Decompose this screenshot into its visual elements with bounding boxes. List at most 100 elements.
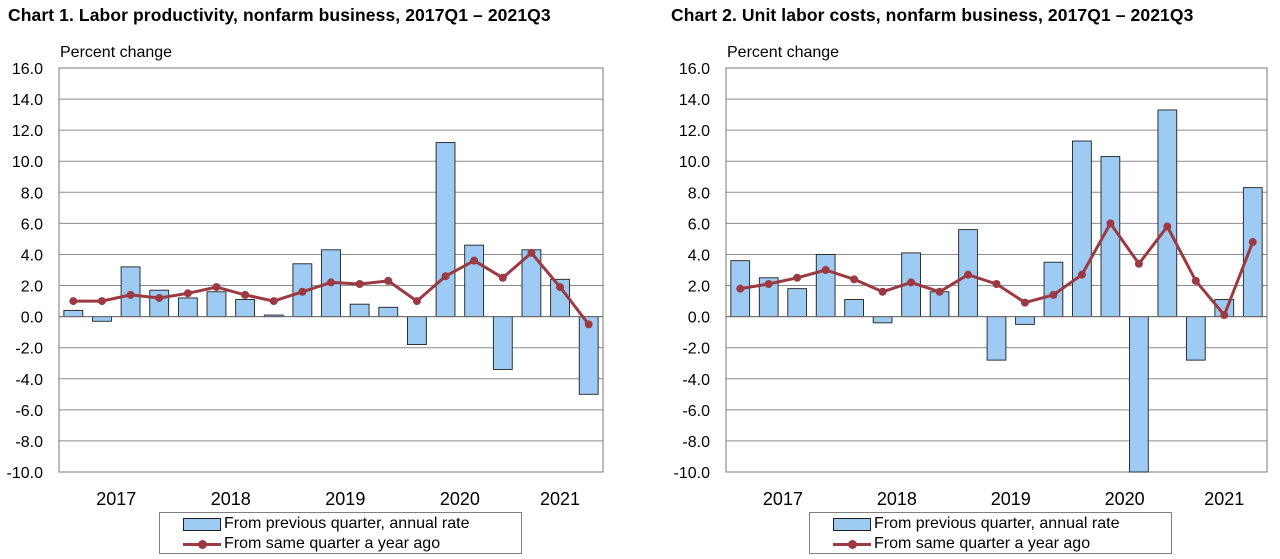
bar [1015, 316, 1035, 325]
y-tick-label: -2.0 [682, 341, 710, 358]
line-point [355, 279, 364, 288]
line-point [298, 287, 307, 296]
legend-item-line: From same quarter a year ago [810, 534, 1090, 554]
y-tick-label: -10.0 [674, 465, 711, 482]
line-point [97, 297, 106, 306]
y-tick-label: -2.0 [15, 341, 43, 358]
bar [1157, 109, 1178, 318]
line-point [964, 270, 973, 279]
y-tick-label: 14.0 [12, 92, 43, 109]
x-year-label: 2021 [540, 489, 580, 509]
bar [63, 309, 84, 318]
x-year-label: 2018 [877, 489, 917, 509]
line-point [821, 266, 830, 274]
y-tick-label: 4.0 [688, 247, 710, 264]
y-axis-label: Percent change [727, 44, 839, 61]
bar [815, 254, 836, 318]
x-year-label: 2017 [763, 489, 803, 509]
legend-item-line: From same quarter a year ago [160, 534, 440, 554]
line-point [1106, 219, 1115, 228]
y-tick-label: 16.0 [12, 61, 43, 78]
bar [435, 142, 456, 318]
bar [492, 316, 513, 370]
bar [1242, 187, 1263, 318]
y-tick-label: 10.0 [679, 154, 710, 171]
y-tick-label: -4.0 [682, 372, 710, 389]
bar [235, 299, 256, 318]
y-tick-label: 12.0 [679, 123, 710, 140]
y-tick-label: 8.0 [21, 185, 43, 202]
y-tick-label: 16.0 [679, 61, 710, 78]
y-tick-label: -6.0 [15, 403, 43, 420]
legend-label: From previous quarter, annual rate [224, 515, 470, 532]
line-point [584, 320, 593, 329]
line-point [793, 273, 802, 282]
y-tick-label: 6.0 [688, 216, 710, 233]
line-point [69, 297, 78, 306]
bar [1185, 316, 1206, 361]
x-year-label: 2020 [1105, 489, 1145, 509]
line-point [327, 278, 335, 287]
chart-panel-unit-labor-costs: Chart 2. Unit labor costs, nonfarm busin… [640, 0, 1280, 559]
legend-label: From same quarter a year ago [874, 535, 1091, 552]
legend-label: From same quarter a year ago [224, 535, 441, 552]
bar [206, 291, 227, 318]
y-axis-label: Percent change [60, 44, 172, 61]
y-tick-label: 8.0 [688, 185, 710, 202]
chart-plot: Percent change 16.0 14.0 12.0 10.0 8.0 6.0 4.0 2… [7, 44, 604, 509]
legend-line-swatch [833, 538, 871, 551]
line-point [1020, 298, 1029, 307]
bar [844, 299, 864, 318]
x-year-label: 2020 [440, 489, 480, 509]
line-point [935, 287, 944, 296]
y-tick-label: 14.0 [679, 92, 710, 109]
legend-bar-swatch [183, 517, 221, 531]
y-tick-label: -6.0 [682, 403, 710, 420]
chart-title: Chart 1. Labor productivity, nonfarm bus… [8, 5, 551, 25]
legend-item-bars: From previous quarter, annual rate [160, 514, 469, 534]
line-point [556, 283, 565, 292]
line-point [1248, 238, 1257, 247]
line-point [212, 283, 221, 292]
legend-line-swatch [183, 538, 221, 551]
line-point [498, 273, 507, 282]
line-point [384, 276, 393, 285]
x-year-label: 2019 [325, 489, 365, 509]
y-tick-label: 4.0 [21, 247, 43, 264]
y-tick-label: -4.0 [15, 372, 43, 389]
line-point [269, 297, 278, 306]
plot-frame [58, 67, 604, 473]
chart-legend: From previous quarter, annual rate From … [159, 512, 522, 554]
line-point [1049, 290, 1058, 299]
y-tick-label: 10.0 [12, 154, 43, 171]
y-tick-label: -8.0 [682, 434, 710, 451]
line-point [992, 279, 1001, 288]
bar [986, 316, 1007, 361]
line-point [441, 272, 450, 281]
y-tick-label: 12.0 [12, 123, 43, 140]
line-point [1191, 276, 1200, 285]
y-tick-label: -10.0 [7, 465, 44, 482]
line-point [1134, 259, 1143, 268]
legend-item-bars: From previous quarter, annual rate [810, 514, 1119, 534]
bar [787, 288, 808, 318]
line-point [1163, 222, 1172, 231]
line-point [1077, 270, 1086, 279]
line-point [1220, 311, 1229, 320]
legend-label: From previous quarter, annual rate [874, 515, 1120, 532]
plot-frame [725, 67, 1268, 473]
bar [464, 244, 485, 318]
y-tick-label: 6.0 [21, 216, 43, 233]
bar [349, 303, 370, 318]
x-year-label: 2021 [1204, 489, 1244, 509]
line-point [183, 289, 192, 298]
line-point [155, 293, 164, 302]
bar [378, 306, 399, 318]
bar [872, 316, 893, 324]
line-point [907, 278, 916, 287]
bar [406, 316, 427, 346]
y-tick-label: 2.0 [21, 279, 43, 296]
line-point [736, 284, 745, 293]
x-year-label: 2019 [991, 489, 1031, 509]
line-point [241, 290, 250, 299]
